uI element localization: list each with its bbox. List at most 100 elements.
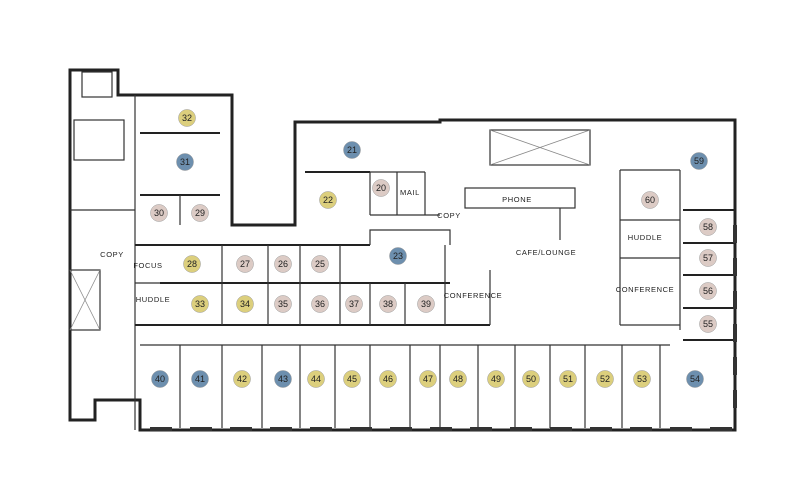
suite-status-dot <box>641 191 659 209</box>
suite-marker-33[interactable]: 33 <box>191 295 209 313</box>
suite-marker-31[interactable]: 31 <box>176 153 194 171</box>
suite-marker-47[interactable]: 47 <box>419 370 437 388</box>
suite-marker-27[interactable]: 27 <box>236 255 254 273</box>
suite-number: 47 <box>423 374 433 384</box>
suite-marker-34[interactable]: 34 <box>236 295 254 313</box>
suite-number: 51 <box>563 374 573 384</box>
suite-number: 37 <box>349 299 359 309</box>
suite-marker-28[interactable]: 28 <box>183 255 201 273</box>
suite-marker-56[interactable]: 56 <box>699 282 717 300</box>
suite-number: 46 <box>383 374 393 384</box>
suite-marker-59[interactable]: 59 <box>690 152 708 170</box>
suite-marker-45[interactable]: 45 <box>343 370 361 388</box>
suite-status-dot <box>183 255 201 273</box>
suite-status-dot <box>191 204 209 222</box>
suite-marker-58[interactable]: 58 <box>699 218 717 236</box>
suite-marker-22[interactable]: 22 <box>319 191 337 209</box>
suite-number: 27 <box>240 259 250 269</box>
suite-marker-23[interactable]: 23 <box>389 247 407 265</box>
suite-number: 22 <box>323 195 333 205</box>
suite-marker-36[interactable]: 36 <box>311 295 329 313</box>
suite-marker-29[interactable]: 29 <box>191 204 209 222</box>
suite-status-dot <box>699 282 717 300</box>
suite-marker-20[interactable]: 20 <box>372 179 390 197</box>
suite-marker-46[interactable]: 46 <box>379 370 397 388</box>
suite-marker-44[interactable]: 44 <box>307 370 325 388</box>
suite-number: 56 <box>703 286 713 296</box>
suite-status-dot <box>690 152 708 170</box>
suite-number: 55 <box>703 319 713 329</box>
suite-status-dot <box>522 370 540 388</box>
suite-marker-60[interactable]: 60 <box>641 191 659 209</box>
suite-number: 58 <box>703 222 713 232</box>
suite-status-dot <box>151 370 169 388</box>
suite-marker-25[interactable]: 25 <box>311 255 329 273</box>
suite-number: 36 <box>315 299 325 309</box>
suite-marker-57[interactable]: 57 <box>699 249 717 267</box>
label-phone: PHONE <box>502 195 532 204</box>
suite-status-dot <box>319 191 337 209</box>
suite-marker-39[interactable]: 39 <box>417 295 435 313</box>
suite-marker-48[interactable]: 48 <box>449 370 467 388</box>
room-labels: FOCUS HUDDLE COPY MAIL COPY PHONE CAFE/L… <box>100 188 673 304</box>
suite-number: 30 <box>154 208 164 218</box>
suite-status-dot <box>699 218 717 236</box>
suite-number: 32 <box>182 113 192 123</box>
suite-marker-42[interactable]: 42 <box>233 370 251 388</box>
suite-number: 48 <box>453 374 463 384</box>
suite-status-dot <box>379 295 397 313</box>
suite-marker-26[interactable]: 26 <box>274 255 292 273</box>
suite-status-dot <box>311 255 329 273</box>
suite-marker-41[interactable]: 41 <box>191 370 209 388</box>
label-huddle-left: HUDDLE <box>136 295 170 304</box>
suite-marker-40[interactable]: 40 <box>151 370 169 388</box>
suite-status-dot <box>699 315 717 333</box>
suite-status-dot <box>449 370 467 388</box>
suite-marker-55[interactable]: 55 <box>699 315 717 333</box>
suite-marker-32[interactable]: 32 <box>178 109 196 127</box>
suite-number: 31 <box>180 157 190 167</box>
label-copy-center: COPY <box>437 211 461 220</box>
suite-marker-49[interactable]: 49 <box>487 370 505 388</box>
suite-number: 44 <box>311 374 321 384</box>
suite-number: 40 <box>155 374 165 384</box>
suite-markers: 20 21 22 23 25 26 27 28 29 30 31 32 33 34 35 36 37 38 39 40… <box>150 109 717 388</box>
suite-status-dot <box>307 370 325 388</box>
suite-status-dot <box>343 370 361 388</box>
suite-number: 21 <box>347 145 357 155</box>
suite-number: 60 <box>645 195 655 205</box>
label-mail: MAIL <box>400 188 420 197</box>
label-focus: FOCUS <box>133 261 162 270</box>
suite-status-dot <box>274 370 292 388</box>
suite-status-dot <box>274 295 292 313</box>
suite-status-dot <box>379 370 397 388</box>
suite-marker-37[interactable]: 37 <box>345 295 363 313</box>
suite-marker-35[interactable]: 35 <box>274 295 292 313</box>
suite-marker-52[interactable]: 52 <box>596 370 614 388</box>
suite-number: 29 <box>195 208 205 218</box>
suite-number: 38 <box>383 299 393 309</box>
suite-marker-53[interactable]: 53 <box>633 370 651 388</box>
suite-status-dot <box>178 109 196 127</box>
suite-marker-21[interactable]: 21 <box>343 141 361 159</box>
suite-marker-43[interactable]: 43 <box>274 370 292 388</box>
suite-number: 53 <box>637 374 647 384</box>
suite-marker-30[interactable]: 30 <box>150 204 168 222</box>
suite-number: 54 <box>690 374 700 384</box>
suite-status-dot <box>274 255 292 273</box>
suite-number: 45 <box>347 374 357 384</box>
walls <box>68 68 737 432</box>
suite-status-dot <box>176 153 194 171</box>
suite-marker-50[interactable]: 50 <box>522 370 540 388</box>
suite-status-dot <box>343 141 361 159</box>
suite-status-dot <box>633 370 651 388</box>
label-huddle-right: HUDDLE <box>628 233 662 242</box>
suite-number: 41 <box>195 374 205 384</box>
suite-marker-54[interactable]: 54 <box>686 370 704 388</box>
suite-marker-38[interactable]: 38 <box>379 295 397 313</box>
label-copy-left: COPY <box>100 250 124 259</box>
suite-number: 33 <box>195 299 205 309</box>
suite-marker-51[interactable]: 51 <box>559 370 577 388</box>
suite-number: 50 <box>526 374 536 384</box>
suite-number: 43 <box>278 374 288 384</box>
